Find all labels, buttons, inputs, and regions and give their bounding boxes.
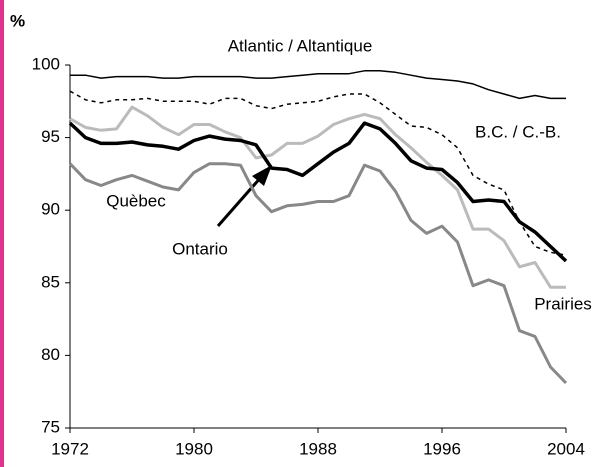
- x-tick-label: 1972: [51, 439, 89, 458]
- x-tick-label: 1988: [299, 439, 337, 458]
- x-tick-label: 1996: [423, 439, 461, 458]
- y-unit-label: %: [10, 11, 25, 30]
- x-tick-label: 2004: [547, 439, 585, 458]
- series-label: Prairies: [534, 294, 592, 313]
- y-tick-label: 90: [41, 200, 60, 219]
- series-label: Quèbec: [106, 191, 166, 210]
- series-line: [68, 162, 568, 385]
- y-tick-label: 85: [41, 272, 60, 291]
- series-line: [69, 105, 566, 289]
- x-tick-label: 1980: [175, 439, 213, 458]
- y-tick-label: 80: [41, 345, 60, 364]
- arrow-head: [252, 165, 272, 186]
- y-tick-label: 100: [32, 54, 60, 73]
- series-label: B.C. / C.-B.: [475, 122, 561, 141]
- series-line: [70, 70, 566, 100]
- y-tick-label: 95: [41, 127, 60, 146]
- series-label: Ontario: [172, 239, 228, 258]
- side-bar: [0, 0, 4, 467]
- y-tick-label: 75: [41, 417, 60, 436]
- series-line: [68, 121, 568, 263]
- arrow-shaft: [216, 175, 264, 227]
- series-label: Atlantic / Altantique: [228, 36, 373, 55]
